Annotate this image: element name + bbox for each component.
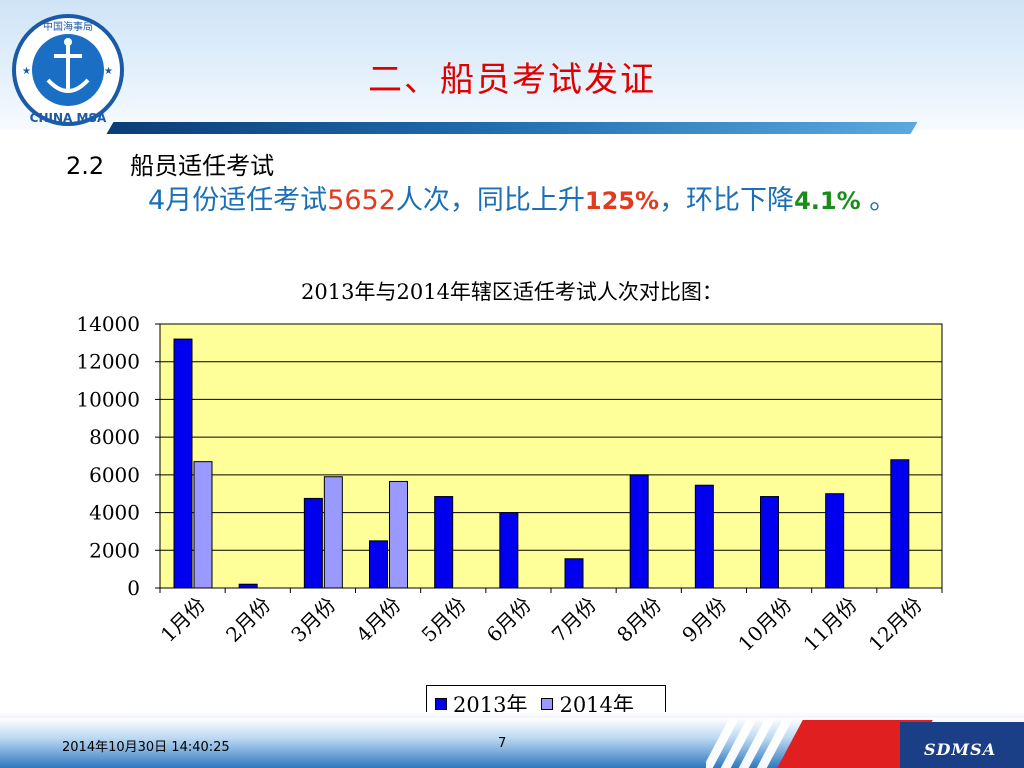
x-tick-label: 6月份	[482, 593, 536, 647]
bar-2013年-12月份	[890, 459, 910, 589]
y-tick-label: 12000	[76, 350, 140, 374]
svg-text:★: ★	[104, 66, 113, 77]
para-text-4: 。	[860, 185, 897, 216]
y-tick-label: 10000	[76, 387, 140, 411]
section-heading: 2.2 船员适任考试	[66, 146, 274, 181]
bar-2013年-7月份	[564, 558, 584, 589]
y-tick-label: 0	[127, 576, 140, 600]
section-number: 2.2	[66, 152, 105, 180]
bar-2013年-2月份	[238, 583, 258, 589]
x-tick-label: 12月份	[864, 593, 927, 656]
bar-2013年-4月份	[369, 540, 388, 589]
chart-title: 2013年与2014年辖区适任考试人次对比图：	[301, 280, 723, 304]
x-tick-label: 8月份	[612, 593, 666, 647]
slide-title: 二、船员考试发证	[368, 60, 656, 100]
bar-2013年-1月份	[173, 338, 193, 589]
bar-2014年-4月份	[389, 480, 408, 589]
x-tick-label: 10月份	[733, 593, 796, 656]
mom-rate: 4.1%	[794, 187, 861, 215]
x-tick-label: 1月份	[156, 593, 210, 647]
x-tick-label: 5月份	[417, 593, 471, 647]
bar-2013年-6月份	[499, 512, 519, 589]
header-stripe	[106, 122, 918, 134]
bar-2013年-9月份	[694, 484, 714, 589]
footer-brand: SDMSA	[924, 740, 997, 759]
bar-2013年-10月份	[760, 496, 779, 589]
legend-swatch-2013	[435, 698, 447, 710]
footer-navy-block	[900, 722, 1024, 768]
y-tick-label: 4000	[89, 501, 140, 525]
y-tick-label: 2000	[89, 538, 140, 562]
svg-text:★: ★	[22, 66, 31, 77]
y-tick-label: 6000	[89, 463, 140, 487]
header-band	[0, 0, 1024, 130]
logo-top-text: 中国海事局	[43, 20, 93, 33]
x-tick-label: 4月份	[351, 593, 405, 647]
footer-date: 2014年10月30日 14:40:25	[62, 740, 230, 755]
bar-2013年-3月份	[303, 497, 323, 589]
x-tick-label: 9月份	[677, 593, 731, 647]
bar-2014年-3月份	[323, 476, 343, 589]
para-text-2: 人次，同比上升	[395, 185, 585, 216]
x-tick-label: 3月份	[286, 593, 340, 647]
yoy-rate: 125%	[584, 187, 660, 215]
x-tick-label: 7月份	[547, 593, 601, 647]
section-title: 船员适任考试	[130, 152, 275, 180]
legend-swatch-2014	[541, 698, 554, 710]
logo-bottom-text: CHINA MSA	[30, 111, 107, 125]
page-number: 7	[498, 736, 507, 751]
bar-2013年-8月份	[629, 474, 649, 589]
summary-paragraph: 4月份适任考试5652人次，同比上升125%，环比下降4.1% 。	[80, 180, 920, 222]
x-tick-label: 11月份	[799, 593, 862, 656]
plot-area	[159, 323, 943, 589]
exam-count: 5652	[327, 185, 396, 216]
y-tick-label: 8000	[89, 425, 140, 449]
y-tick-label: 14000	[76, 312, 140, 336]
para-text-1: 4月份适任考试	[148, 185, 328, 216]
x-tick-label: 2月份	[221, 593, 275, 647]
bar-2014年-1月份	[193, 461, 213, 589]
para-text-3: ，环比下降	[659, 185, 795, 216]
china-msa-logo: ★ ★ 中国海事局 CHINA MSA	[12, 14, 124, 126]
bar-2013年-11月份	[825, 493, 845, 589]
bar-chart: 0 2000 4000 6000 8000 10000 12000 14000 1月份 2月份 3月…	[76, 312, 943, 656]
bar-2013年-5月份	[434, 496, 454, 589]
